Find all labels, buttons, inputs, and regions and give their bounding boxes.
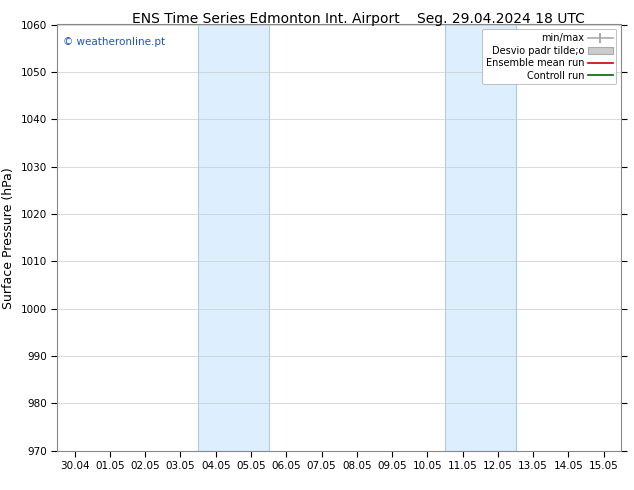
Text: © weatheronline.pt: © weatheronline.pt [63,37,165,48]
Text: ENS Time Series Edmonton Int. Airport: ENS Time Series Edmonton Int. Airport [133,12,400,26]
Bar [445,24,515,451]
Bar [198,24,269,451]
Legend: min/max, Desvio padr tilde;o, Ensemble mean run, Controll run: min/max, Desvio padr tilde;o, Ensemble m… [482,29,616,84]
Y-axis label: Surface Pressure (hPa): Surface Pressure (hPa) [2,167,15,309]
Text: Seg. 29.04.2024 18 UTC: Seg. 29.04.2024 18 UTC [417,12,585,26]
